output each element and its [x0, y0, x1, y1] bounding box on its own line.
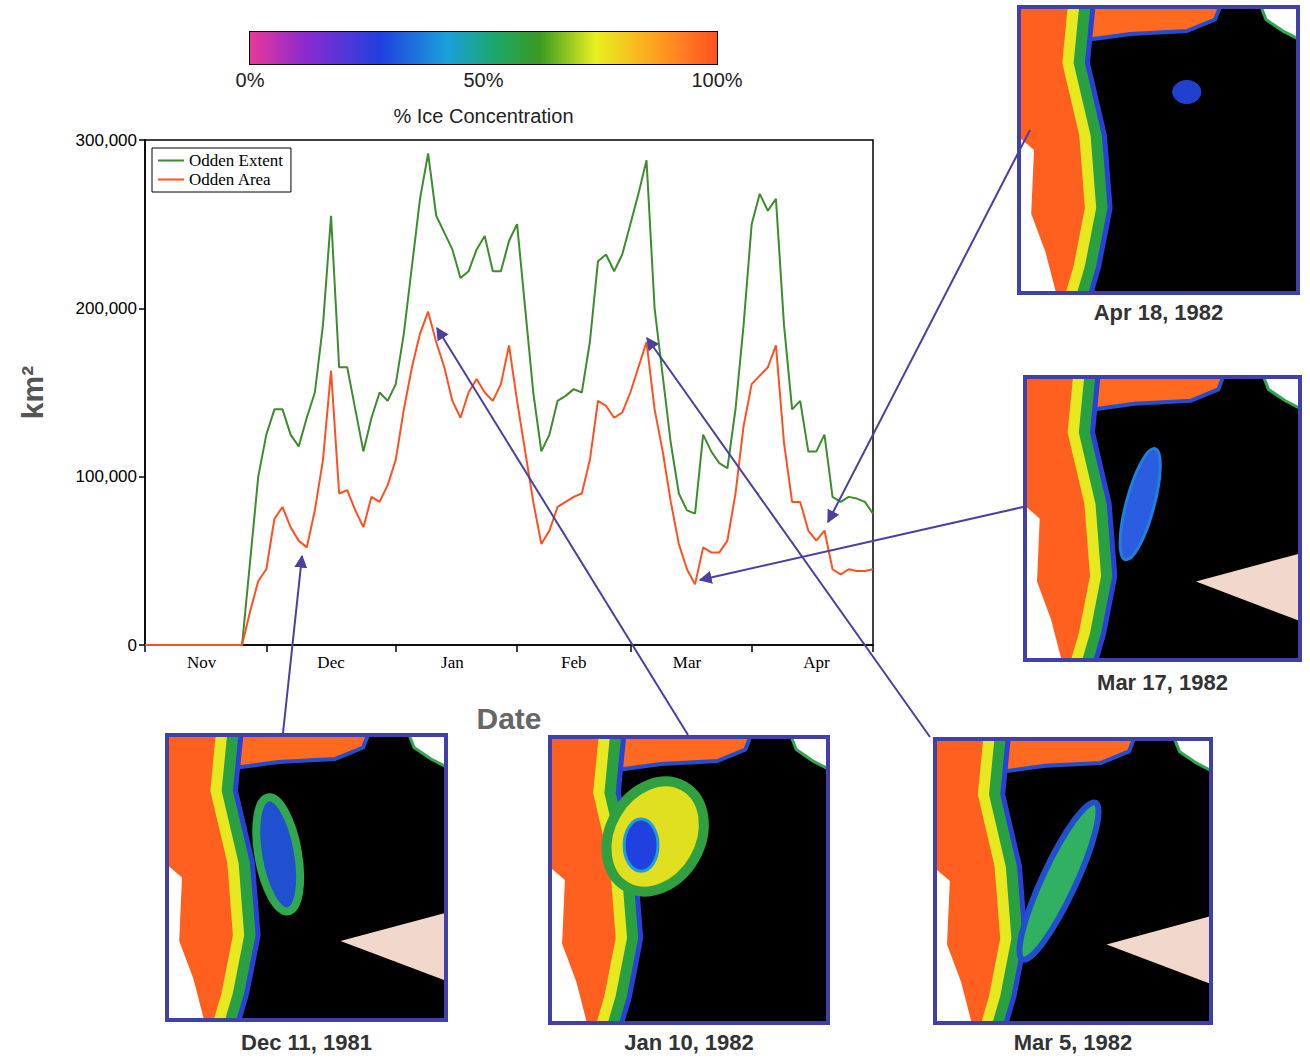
- svg-text:Apr 18, 1982: Apr 18, 1982: [1094, 300, 1224, 325]
- svg-text:km²: km²: [16, 366, 49, 419]
- svg-text:Mar 17, 1982: Mar 17, 1982: [1097, 670, 1228, 695]
- svg-text:100,000: 100,000: [76, 467, 137, 486]
- svg-text:Dec 11, 1981: Dec 11, 1981: [241, 1030, 372, 1055]
- svg-text:Jan: Jan: [441, 653, 464, 672]
- svg-text:Nov: Nov: [187, 653, 217, 672]
- svg-text:Jan 10, 1982: Jan 10, 1982: [624, 1030, 754, 1055]
- svg-text:Mar 5, 1982: Mar 5, 1982: [1014, 1030, 1133, 1055]
- svg-text:300,000: 300,000: [76, 131, 137, 150]
- svg-text:Mar: Mar: [673, 653, 702, 672]
- svg-text:0%: 0%: [236, 69, 265, 91]
- svg-text:Odden Extent: Odden Extent: [189, 151, 283, 170]
- svg-text:50%: 50%: [463, 69, 503, 91]
- svg-text:Feb: Feb: [561, 653, 587, 672]
- svg-text:200,000: 200,000: [76, 299, 137, 318]
- svg-text:100%: 100%: [691, 69, 742, 91]
- svg-text:Date: Date: [476, 702, 541, 735]
- svg-text:% Ice Concentration: % Ice Concentration: [393, 105, 573, 127]
- svg-text:Apr: Apr: [803, 653, 830, 672]
- svg-text:Dec: Dec: [317, 653, 345, 672]
- svg-text:Odden Area: Odden Area: [189, 170, 271, 189]
- svg-text:0: 0: [128, 636, 137, 655]
